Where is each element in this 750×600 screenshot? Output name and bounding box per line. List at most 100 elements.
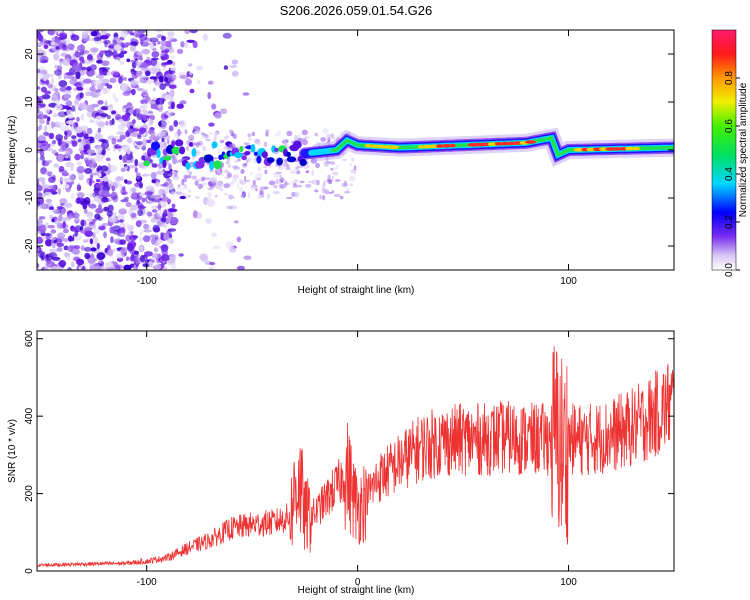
spectrogram-noise	[155, 170, 165, 175]
spectrogram-noise	[55, 30, 64, 33]
spectrogram-noise	[179, 75, 189, 80]
spectrogram-noise	[97, 100, 104, 105]
spectrogram-noise	[57, 124, 61, 128]
spectrogram-noise	[47, 159, 53, 164]
spectrogram-noise	[62, 228, 69, 234]
spectrogram-noise	[138, 55, 143, 61]
spectrogram-noise	[65, 86, 72, 91]
spectrogram-noise	[113, 44, 122, 51]
spectrogram-noise	[63, 135, 68, 140]
spectrogram-noise	[166, 36, 175, 40]
spectrogram-noise	[236, 236, 242, 243]
spectrogram-noise	[60, 122, 64, 126]
spectrogram-noise	[157, 41, 161, 45]
spectrogram-noise	[147, 78, 152, 85]
spectrogram-noise	[239, 187, 244, 193]
spectrogram-noise	[215, 194, 218, 198]
spectrogram-noise	[160, 39, 167, 47]
spectrogram-noise	[138, 78, 145, 84]
spectrogram-noise	[61, 217, 67, 224]
spectrogram-noise	[189, 175, 192, 179]
spectrogram-noise	[96, 265, 106, 270]
spectrogram-y-tick-label: -20	[24, 238, 35, 253]
spectrogram-noise	[256, 142, 262, 145]
spectrogram-noise	[155, 236, 159, 241]
spectrogram-noise	[206, 192, 212, 196]
spectrogram-noise	[132, 119, 136, 125]
spectrogram-noise	[93, 36, 102, 42]
spectrogram-noise	[143, 223, 150, 230]
spectrogram-noise	[151, 163, 158, 168]
spectrogram-noise	[227, 163, 232, 168]
spectrogram-noise	[89, 64, 97, 71]
spectrogram-noise	[139, 245, 144, 252]
spectrogram-noise	[148, 67, 158, 75]
spectrogram-noise	[90, 174, 93, 180]
spectrogram-noise	[95, 91, 102, 97]
spectrogram-noise	[37, 33, 43, 42]
colorbar-tick-label: 0.6	[724, 119, 735, 133]
spectrogram-noise	[100, 190, 110, 197]
spectrogram-noise	[305, 183, 312, 188]
spectrogram-noise	[51, 149, 57, 155]
spectrogram-y-tick-label: 10	[24, 96, 35, 108]
spectrogram-ridge-blob	[299, 158, 307, 167]
spectrogram-noise	[164, 48, 170, 53]
spectrogram-noise	[273, 190, 280, 195]
spectrogram-noise	[75, 71, 81, 80]
spectrogram-noise	[184, 41, 188, 49]
spectrogram-noise	[130, 81, 140, 84]
spectrogram-noise	[142, 235, 151, 243]
spectrogram-noise	[88, 192, 96, 198]
spectrogram-noise	[322, 194, 325, 201]
spectrogram-noise	[121, 114, 129, 122]
spectrogram-noise	[350, 169, 357, 174]
spectrogram-noise	[186, 194, 192, 198]
spectrogram-noise	[314, 132, 319, 137]
spectrogram-noise	[274, 133, 280, 137]
spectrogram-noise	[78, 102, 88, 111]
spectrogram-noise	[194, 142, 201, 146]
spectrogram-noise	[67, 113, 74, 119]
spectrogram-noise	[48, 185, 57, 190]
spectrogram-noise	[326, 133, 332, 138]
spectrogram-x-tick-label: -100	[137, 276, 157, 287]
spectrogram-noise	[175, 160, 180, 164]
spectrogram-noise	[151, 237, 157, 245]
spectrogram-noise	[299, 180, 305, 183]
spectrogram-noise	[39, 66, 44, 71]
spectrogram-noise	[281, 140, 286, 143]
spectrogram-noise	[176, 186, 182, 191]
spectrogram-noise	[37, 201, 41, 207]
spectrogram-noise	[69, 30, 75, 35]
spectrogram-noise	[148, 130, 156, 136]
spectrogram-noise	[223, 183, 231, 188]
spectrogram-noise	[114, 145, 122, 149]
spectrogram-noise	[109, 77, 117, 83]
spectrogram-noise	[193, 131, 198, 135]
spectrogram-noise	[324, 189, 330, 195]
spectrogram-noise	[145, 185, 155, 193]
spectrogram-noise	[125, 180, 133, 185]
spectrogram-noise	[129, 109, 133, 115]
spectrogram-noise	[211, 103, 217, 110]
spectrogram-noise	[203, 136, 211, 139]
spectrogram-noise	[80, 245, 85, 251]
spectrogram-noise	[331, 190, 335, 194]
spectrogram-noise	[53, 163, 59, 168]
spectrogram-noise	[144, 191, 153, 197]
spectrogram-ridge-blob	[250, 144, 256, 153]
spectrogram-noise	[285, 196, 293, 199]
spectrogram-noise	[65, 150, 70, 156]
spectrogram-ridge-blob	[211, 141, 218, 149]
spectrogram-noise	[126, 148, 131, 155]
spectrogram-noise	[120, 167, 127, 172]
spectrogram-noise	[130, 68, 135, 72]
spectrogram-noise	[90, 47, 99, 53]
spectrogram-noise	[71, 105, 76, 112]
spectrogram-noise	[197, 80, 201, 85]
spectrogram-noise	[46, 234, 51, 241]
spectrogram-noise	[86, 127, 93, 135]
spectrogram-noise	[185, 146, 190, 151]
